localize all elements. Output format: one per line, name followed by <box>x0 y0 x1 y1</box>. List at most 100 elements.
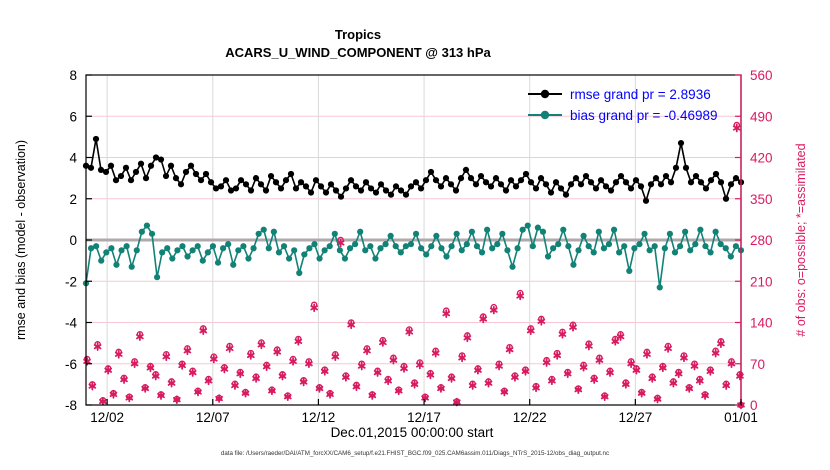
bias-marker <box>682 228 689 235</box>
bias-marker <box>575 247 582 254</box>
asterisk-stroke <box>500 389 509 395</box>
obs-assimilated-marker <box>616 332 625 341</box>
bias-marker <box>326 243 333 250</box>
bias-marker <box>565 243 572 250</box>
bias-marker <box>372 255 379 262</box>
asterisk-stroke <box>278 373 287 379</box>
bias-marker <box>291 247 298 254</box>
bias-marker <box>275 249 283 256</box>
asterisk-stroke <box>585 343 593 349</box>
bias-marker <box>651 243 658 250</box>
obs-assimilated-marker <box>188 368 197 377</box>
bias-marker <box>661 245 668 252</box>
rmse-marker <box>187 162 195 169</box>
asterisk-stroke <box>262 364 271 370</box>
bias-marker <box>484 226 491 233</box>
obs-assimilated-marker <box>648 374 657 383</box>
asterisk-stroke <box>151 373 160 379</box>
obs-assimilated-marker <box>690 361 699 371</box>
obs-assimilated-marker <box>236 369 245 379</box>
asterisk-stroke <box>109 391 118 397</box>
bias-marker <box>453 230 460 237</box>
obs-assimilated-marker <box>231 381 239 390</box>
rmse-marker <box>167 162 175 169</box>
obs-assimilated-marker <box>220 364 229 374</box>
rmse-marker <box>232 185 240 192</box>
obs-assimilated-marker <box>447 374 456 383</box>
bias-marker <box>428 243 435 250</box>
tick-label-left: 4 <box>69 151 77 166</box>
rmse-marker <box>197 177 205 184</box>
bias-marker <box>159 249 166 256</box>
rmse-marker <box>387 191 395 198</box>
chart-legend[interactable]: rmse grand pr = 2.8936 bias grand pr = -… <box>528 87 717 123</box>
bias-marker <box>153 274 161 281</box>
bias-marker <box>687 247 694 254</box>
tick-label-left: 0 <box>69 233 77 248</box>
bias-marker <box>123 243 130 250</box>
obs-assimilated-marker <box>637 388 646 398</box>
obs-assimilated-marker <box>680 353 688 363</box>
bias-marker <box>321 247 328 254</box>
rmse-marker <box>357 187 365 194</box>
bias-marker <box>605 241 613 248</box>
obs-assimilated-marker <box>114 350 123 359</box>
asterisk-stroke <box>542 359 551 366</box>
obs-assimilated-marker <box>130 359 139 369</box>
asterisk-stroke <box>384 378 392 384</box>
obs-assimilated-marker <box>431 348 440 358</box>
obs-assimilated-marker <box>88 381 97 391</box>
bias-marker <box>590 249 597 256</box>
tick-label-left: 6 <box>69 109 77 124</box>
bias-marker <box>697 226 704 233</box>
asterisk-stroke <box>463 335 472 341</box>
tick-label-right: 560 <box>750 68 773 83</box>
asterisk-stroke <box>157 392 165 399</box>
bias-marker <box>230 261 237 268</box>
asterisk-stroke <box>252 375 260 382</box>
asterisk-stroke <box>664 345 672 352</box>
asterisk-stroke <box>215 395 223 402</box>
bias-marker <box>712 228 719 235</box>
obs-assimilated-marker <box>157 391 165 400</box>
bias-marker <box>225 241 232 248</box>
rmse-marker <box>452 187 460 194</box>
rmse-marker <box>282 177 290 184</box>
bias-marker <box>296 269 303 277</box>
rmse-marker <box>687 179 695 186</box>
rmse-marker <box>137 160 145 167</box>
bias-marker <box>407 241 415 248</box>
bias-marker <box>387 232 394 239</box>
asterisk-stroke <box>363 348 371 354</box>
asterisk-stroke <box>558 331 567 337</box>
obs-assimilated-marker <box>489 305 498 315</box>
obs-assimilated-marker <box>426 370 435 380</box>
asterisk-stroke <box>400 365 408 372</box>
rmse-marker <box>342 185 350 192</box>
asterisk-stroke <box>136 334 144 340</box>
obs-assimilated-marker <box>415 360 424 370</box>
tick-label-right: 350 <box>750 192 773 207</box>
obs-assimilated-marker <box>511 373 519 382</box>
asterisk-stroke <box>104 367 113 373</box>
bias-marker <box>128 263 135 270</box>
obs-assimilated-marker <box>136 332 144 341</box>
bias-marker <box>595 228 602 235</box>
obs-assimilated-marker <box>262 362 271 371</box>
obs-assimilated-marker <box>151 371 160 381</box>
right-axis-ticks: 0 70 140 210 280 350 420 490 560 <box>735 68 773 413</box>
bias-marker <box>676 243 684 250</box>
asterisk-stroke <box>162 354 171 360</box>
rmse-marker <box>637 183 645 190</box>
bias-marker <box>87 245 95 252</box>
obs-assimilated-marker <box>484 378 493 388</box>
bias-marker <box>98 257 105 264</box>
bias-marker <box>204 249 211 256</box>
obs-assimilated-marker <box>215 394 223 403</box>
asterisk-stroke <box>442 311 451 317</box>
rmse-marker <box>92 135 100 143</box>
rmse-marker <box>562 191 570 198</box>
bias-marker <box>219 245 227 252</box>
asterisk-stroke <box>658 365 667 371</box>
tick-label-right: 210 <box>750 274 773 289</box>
